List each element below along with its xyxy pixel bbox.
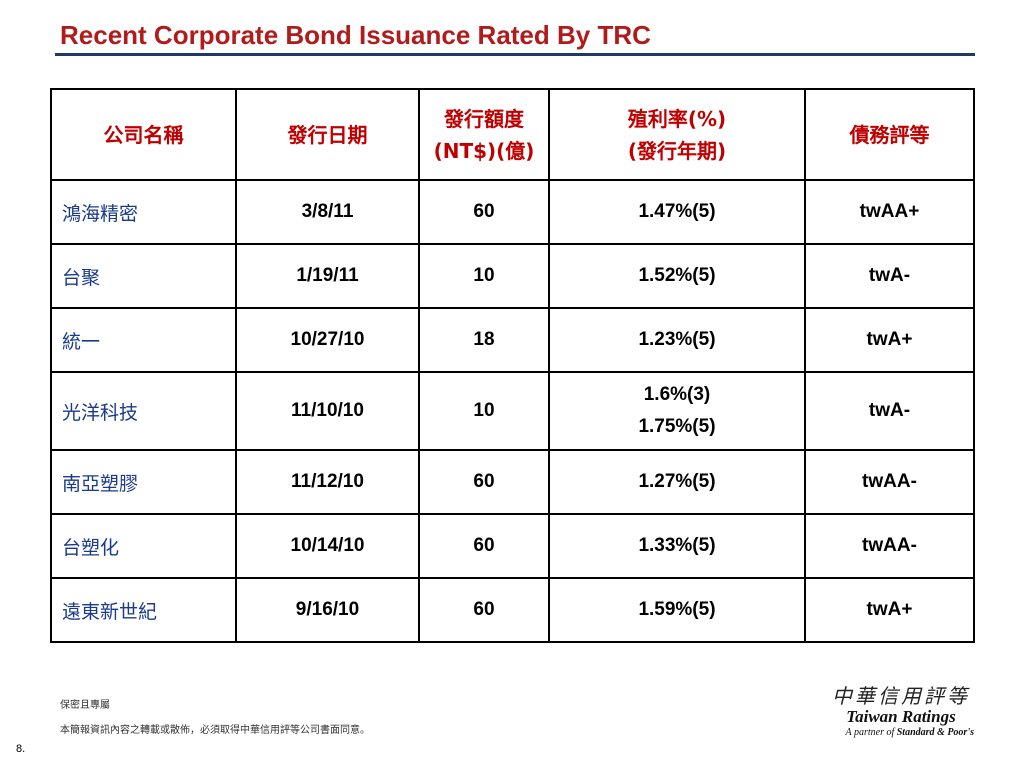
column-header-line: 債務評等 <box>849 122 930 147</box>
partner-name: Standard & Poor's <box>896 727 974 738</box>
table-row: 台聚 1/19/11 10 1.52%(5) twA- <box>50 243 975 309</box>
bond-issuance-table: 公司名稱 發行日期 發行額度 (NT$)(億) 殖利率(%) (發行年期) 債務評等 鴻海精… <box>50 88 975 643</box>
table-row: 鴻海精密 3/8/11 60 1.47%(5) twAA+ <box>50 179 975 245</box>
column-header-line: (發行年期) <box>627 138 727 163</box>
issue-date-cell: 3/8/11 <box>235 179 420 245</box>
table-row: 統一 10/27/10 18 1.23%(5) twA+ <box>50 307 975 373</box>
table-row: 台塑化 10/14/10 60 1.33%(5) twAA- <box>50 513 975 579</box>
title-divider <box>55 53 975 56</box>
yield-value: 1.23%(5) <box>638 329 716 350</box>
logo-partner-line: A partner of Standard & Poor's <box>826 727 976 738</box>
partner-prefix: A partner of <box>845 727 897 738</box>
company-name-cell: 統一 <box>50 307 237 373</box>
yield-cell: 1.23%(5) <box>548 307 806 373</box>
column-header-line: (NT$)(億) <box>433 138 535 163</box>
credit-rating-cell: twAA+ <box>804 179 975 245</box>
yield-value: 1.52%(5) <box>638 265 716 286</box>
company-name-cell: 遠東新世紀 <box>50 577 237 643</box>
column-header-line: 發行額度 <box>444 106 524 131</box>
column-header: 債務評等 <box>804 88 975 181</box>
yield-value: 1.27%(5) <box>638 471 716 492</box>
confidential-label: 保密且專屬 <box>60 700 110 711</box>
table-row: 南亞塑膠 11/12/10 60 1.27%(5) twAA- <box>50 449 975 515</box>
credit-rating-cell: twA+ <box>804 577 975 643</box>
credit-rating-cell: twA+ <box>804 307 975 373</box>
issue-date-cell: 9/16/10 <box>235 577 420 643</box>
issue-amount-cell: 60 <box>418 577 550 643</box>
yield-cell: 1.59%(5) <box>548 577 806 643</box>
issue-date-cell: 1/19/11 <box>235 243 420 309</box>
yield-cell: 1.47%(5) <box>548 179 806 245</box>
copyright-note: 本簡報資訊內容之轉載或散佈，必須取得中華信用評等公司書面同意。 <box>60 725 370 736</box>
company-name-cell: 鴻海精密 <box>50 179 237 245</box>
yield-cell: 1.6%(3) 1.75%(5) <box>548 371 806 451</box>
issue-date-cell: 11/12/10 <box>235 449 420 515</box>
slide-title: Recent Corporate Bond Issuance Rated By … <box>60 20 651 50</box>
yield-cell: 1.33%(5) <box>548 513 806 579</box>
credit-rating-cell: twA- <box>804 371 975 451</box>
column-header: 發行額度 (NT$)(億) <box>418 88 550 181</box>
company-name-cell: 台塑化 <box>50 513 237 579</box>
column-header-line: 發行日期 <box>287 122 368 147</box>
column-header-line: 殖利率(%) <box>627 106 727 131</box>
credit-rating-cell: twAA- <box>804 449 975 515</box>
issue-date-cell: 11/10/10 <box>235 371 420 451</box>
yield-value: 1.75%(5) <box>638 416 716 437</box>
yield-value: 1.47%(5) <box>638 201 716 222</box>
yield-value: 1.59%(5) <box>638 599 716 620</box>
issue-amount-cell: 10 <box>418 243 550 309</box>
issue-amount-cell: 60 <box>418 449 550 515</box>
company-name-cell: 南亞塑膠 <box>50 449 237 515</box>
yield-value: 1.33%(5) <box>638 535 716 556</box>
issue-amount-cell: 18 <box>418 307 550 373</box>
issue-date-cell: 10/14/10 <box>235 513 420 579</box>
yield-cell: 1.27%(5) <box>548 449 806 515</box>
logo-chinese-name: 中華信用評等 <box>832 684 970 708</box>
company-name-cell: 光洋科技 <box>50 371 237 451</box>
issue-amount-cell: 60 <box>418 179 550 245</box>
column-header: 殖利率(%) (發行年期) <box>548 88 806 181</box>
credit-rating-cell: twA- <box>804 243 975 309</box>
logo-english-name: Taiwan Ratings <box>846 707 956 726</box>
yield-value: 1.6%(3) <box>643 384 711 405</box>
credit-rating-cell: twAA- <box>804 513 975 579</box>
company-name-cell: 台聚 <box>50 243 237 309</box>
issue-amount-cell: 10 <box>418 371 550 451</box>
table-row: 遠東新世紀 9/16/10 60 1.59%(5) twA+ <box>50 577 975 643</box>
table-header-row: 公司名稱 發行日期 發行額度 (NT$)(億) 殖利率(%) (發行年期) 債務評等 <box>50 88 975 181</box>
taiwan-ratings-logo: 中華信用評等 Taiwan Ratings A partner of Stand… <box>826 680 976 740</box>
yield-cell: 1.52%(5) <box>548 243 806 309</box>
column-header: 發行日期 <box>235 88 420 181</box>
column-header-line: 公司名稱 <box>103 122 184 147</box>
table-row: 光洋科技 11/10/10 10 1.6%(3) 1.75%(5) twA- <box>50 371 975 451</box>
column-header: 公司名稱 <box>50 88 237 181</box>
issue-date-cell: 10/27/10 <box>235 307 420 373</box>
page-number: 8. <box>16 743 26 755</box>
table-body: 鴻海精密 3/8/11 60 1.47%(5) twAA+ 台聚 1/19/11 10 1.52… <box>50 179 975 643</box>
issue-amount-cell: 60 <box>418 513 550 579</box>
